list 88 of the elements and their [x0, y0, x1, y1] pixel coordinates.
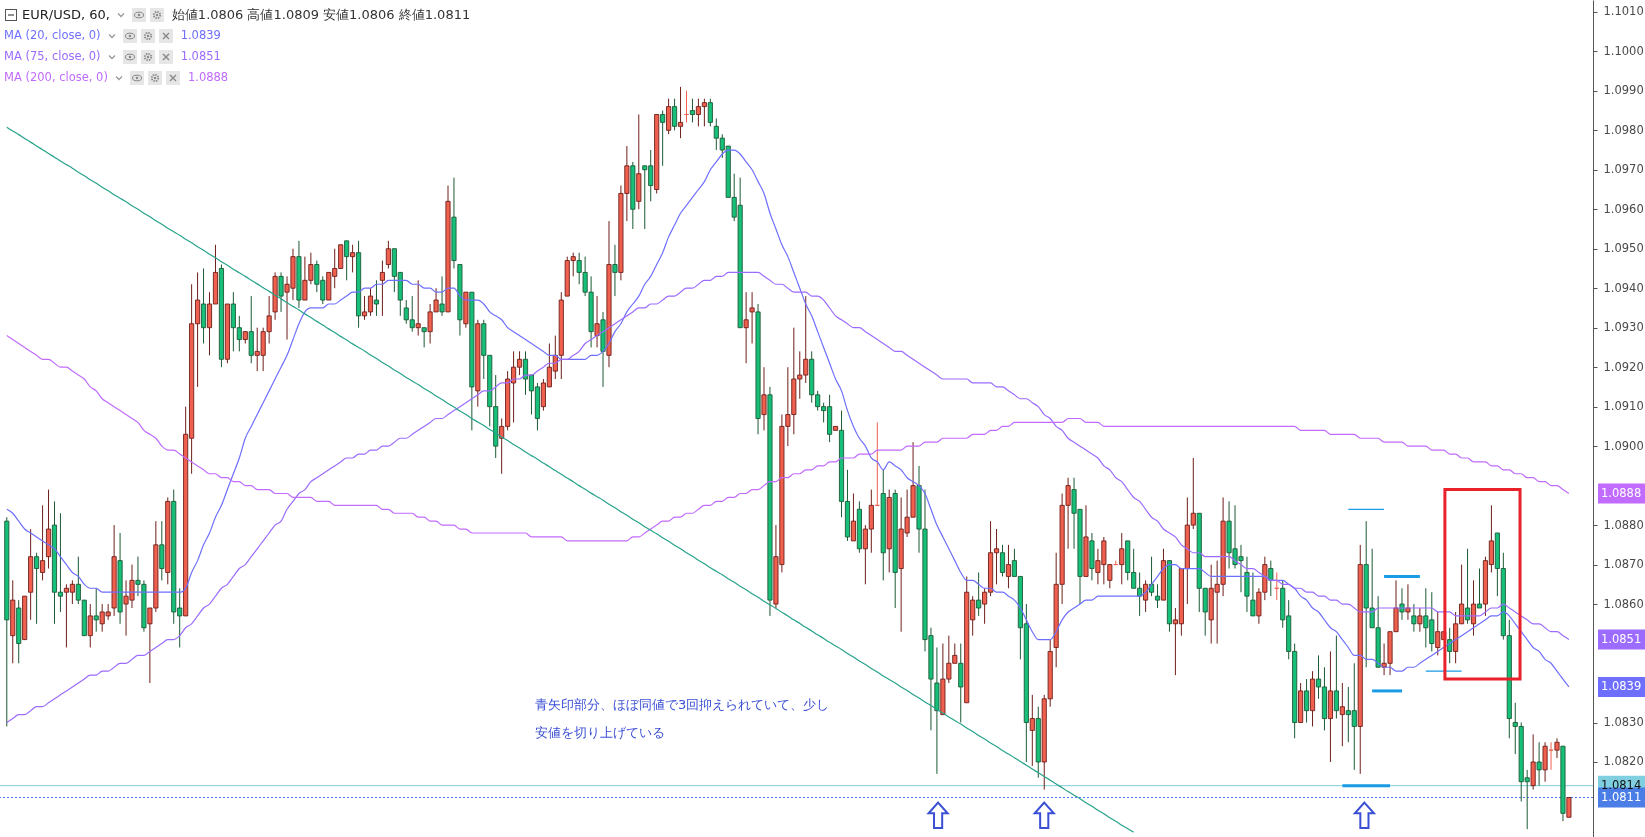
candlestick	[1465, 548, 1471, 625]
candlestick	[1244, 556, 1250, 613]
candlestick	[958, 643, 964, 723]
text: MA (75, close, 0)	[4, 48, 101, 65]
candlestick	[999, 544, 1006, 577]
text: 1.0839	[1601, 678, 1642, 693]
y-tick-label: 1.0900	[1603, 438, 1644, 453]
candlestick	[1447, 627, 1453, 664]
candlestick	[87, 603, 93, 648]
text: 1.0851	[1601, 631, 1642, 646]
y-tick-label: 1.0910	[1603, 399, 1644, 414]
candlestick	[34, 552, 40, 625]
candlestick	[1476, 568, 1483, 609]
y-tick-label: 1.0930	[1603, 320, 1644, 335]
y-tick-label: 1.0920	[1603, 359, 1644, 374]
y-tick-label: 1.0950	[1603, 241, 1644, 256]
y-tick-label: 1.0880	[1603, 517, 1644, 532]
candlestick	[1154, 583, 1161, 609]
y-tick-label: 1.1010	[1603, 4, 1644, 19]
line-series	[6, 149, 1570, 688]
text: MA (20, close, 0)	[4, 27, 101, 44]
candlestick	[344, 240, 350, 281]
candlestick	[1411, 603, 1417, 633]
candlestick	[1566, 797, 1572, 818]
y-tick-label: 1.0870	[1603, 557, 1644, 572]
candlestick	[677, 86, 684, 139]
candlestick	[1149, 556, 1155, 597]
annotation: 1.0851	[180, 48, 221, 65]
candlestick	[1417, 607, 1423, 633]
candlestick	[666, 98, 672, 135]
candlestick	[612, 244, 618, 297]
y-tick-label: 1.0960	[1603, 201, 1644, 216]
text: MA (200, close, 0)	[4, 69, 108, 86]
candlestick	[1005, 544, 1012, 589]
candlestick	[743, 291, 749, 364]
y-tick-label: 1.0830	[1603, 715, 1644, 729]
candlestick	[421, 327, 427, 348]
y-tick-label: 1.0970	[1603, 162, 1644, 177]
candlestick	[40, 504, 46, 581]
ref-line-label: 1.0814	[1601, 777, 1642, 792]
candlestick	[1536, 741, 1542, 787]
y-tick-label: 1.0990	[1603, 83, 1644, 98]
annotation: 1.0888	[187, 69, 229, 86]
candlestick	[379, 260, 385, 317]
line-series	[6, 271, 1570, 724]
candlestick	[350, 244, 356, 273]
y-tick-label: 1.0980	[1603, 122, 1644, 137]
y-tick-label: 1.1000	[1603, 43, 1644, 58]
y-tick-label: 1.0820	[1603, 754, 1644, 769]
text: EUR/USD, 60,	[22, 6, 110, 24]
candlestick	[689, 98, 696, 123]
candlestick	[1268, 560, 1274, 597]
candlestick	[415, 279, 421, 337]
candlestick	[439, 275, 445, 317]
candlestick	[594, 295, 600, 348]
line-series	[6, 126, 1135, 833]
candlestick	[93, 587, 99, 633]
text: 始値1.0806 高値1.0809 安値1.0806 終値1.0811	[171, 6, 471, 24]
candlestick	[1405, 583, 1411, 621]
line-series	[6, 334, 1570, 542]
candlestick	[201, 267, 207, 344]
candlestick	[1339, 682, 1345, 747]
candlestick	[707, 98, 713, 127]
candlestick	[1029, 694, 1035, 767]
candlestick	[248, 295, 254, 364]
candlestick	[1470, 579, 1477, 637]
text: 1.0888	[1601, 485, 1642, 500]
candlestick	[373, 279, 379, 317]
candlestick	[976, 571, 982, 617]
candlestick	[385, 240, 391, 269]
candlestick	[1250, 571, 1256, 617]
candlestick	[278, 271, 284, 313]
candlestick	[1304, 678, 1310, 723]
candlestick	[1530, 733, 1536, 791]
candlestick	[672, 98, 678, 131]
candlestick	[1333, 635, 1339, 720]
candlestick	[749, 291, 755, 344]
candlestick	[761, 366, 767, 431]
y-tick-label: 1.0940	[1603, 280, 1644, 295]
annotation: 安値を切り上げている	[535, 725, 665, 740]
candlestick	[159, 520, 165, 581]
candlestick	[660, 110, 666, 167]
ref-line-label: 1.0811	[1601, 789, 1642, 804]
candlestick	[1435, 611, 1441, 656]
candlestick	[850, 493, 856, 542]
y-tick-label: 1.0860	[1603, 596, 1644, 611]
annotation: 青矢印部分、ほぼ同値で3回抑えられていて、少し	[535, 697, 830, 712]
annotation: 1.0839	[180, 27, 221, 44]
